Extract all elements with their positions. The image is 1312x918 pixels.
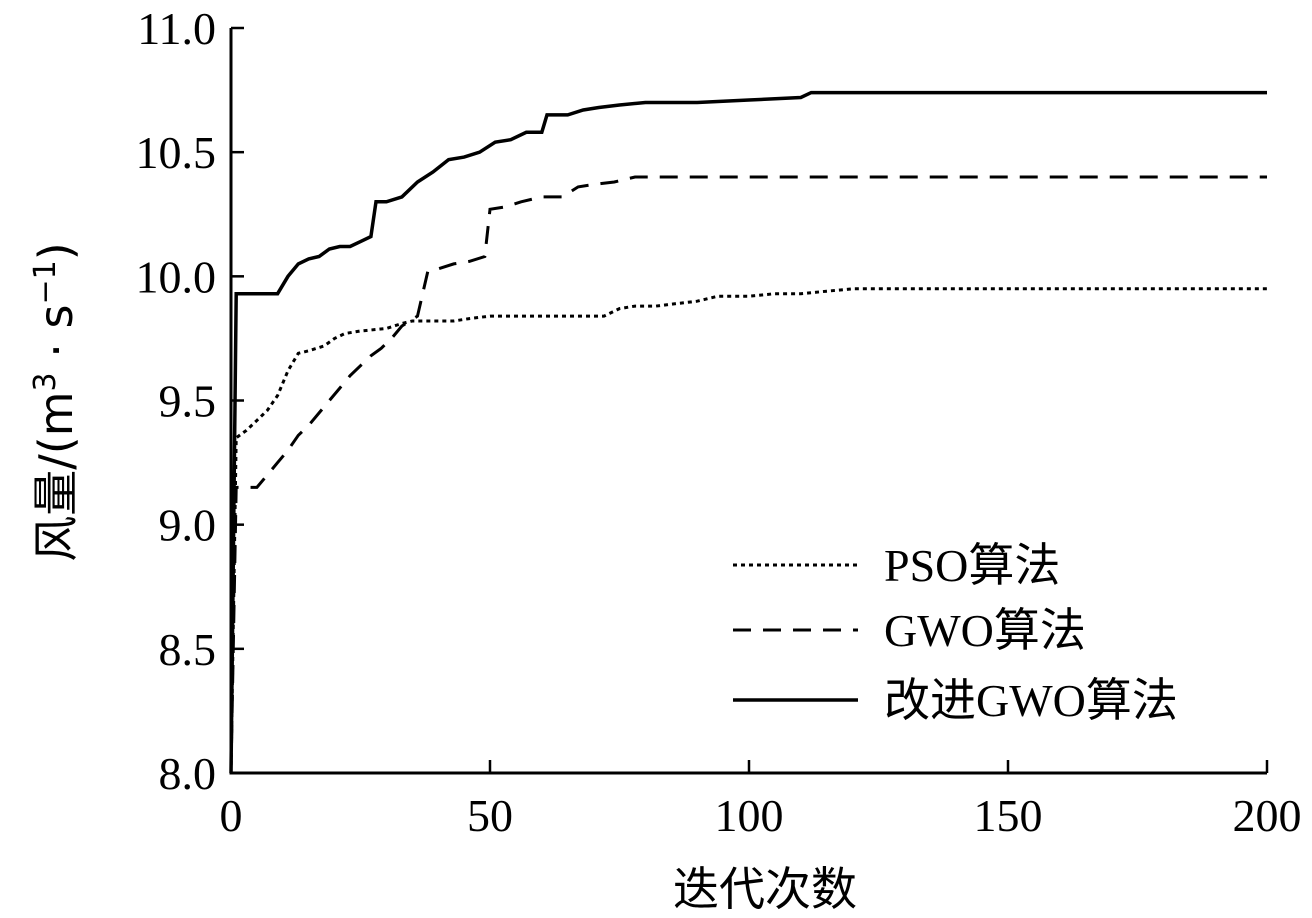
legend-label: 改进GWO算法 bbox=[884, 675, 1178, 726]
y-tick-label: 10.0 bbox=[136, 251, 217, 302]
y-tick-label: 11.0 bbox=[137, 3, 216, 54]
series-line-dashed bbox=[229, 175, 1267, 774]
axes: 8.0 8.5 9.0 9.5 10.0 10.5 11.0 0 50 100 150 200 bbox=[136, 3, 1302, 841]
series-line-solid bbox=[229, 90, 1267, 774]
y-tick-label: 8.0 bbox=[159, 748, 217, 799]
x-tick-label: 200 bbox=[1233, 790, 1302, 841]
legend-label: PSO算法 bbox=[884, 540, 1060, 591]
y-tick-label: 9.5 bbox=[159, 376, 217, 427]
x-tick-label: 0 bbox=[220, 790, 243, 841]
x-axis-title: 迭代次数 bbox=[673, 862, 857, 916]
y-axis-title: 风量/(m3 · s−1) bbox=[28, 242, 84, 561]
series-layer bbox=[229, 90, 1267, 774]
y-tick-label: 9.0 bbox=[159, 500, 217, 551]
y-tick-label: 8.5 bbox=[159, 624, 217, 675]
legend-label: GWO算法 bbox=[884, 605, 1086, 656]
x-tick-label: 100 bbox=[715, 790, 784, 841]
y-tick-label: 10.5 bbox=[136, 127, 217, 178]
axis-lines bbox=[229, 28, 1267, 775]
series-line-dotted bbox=[229, 287, 1267, 774]
x-tick-label: 50 bbox=[467, 790, 513, 841]
x-tick-label: 150 bbox=[974, 790, 1043, 841]
axis-titles: 迭代次数 风量/(m3 · s−1) bbox=[28, 242, 858, 916]
